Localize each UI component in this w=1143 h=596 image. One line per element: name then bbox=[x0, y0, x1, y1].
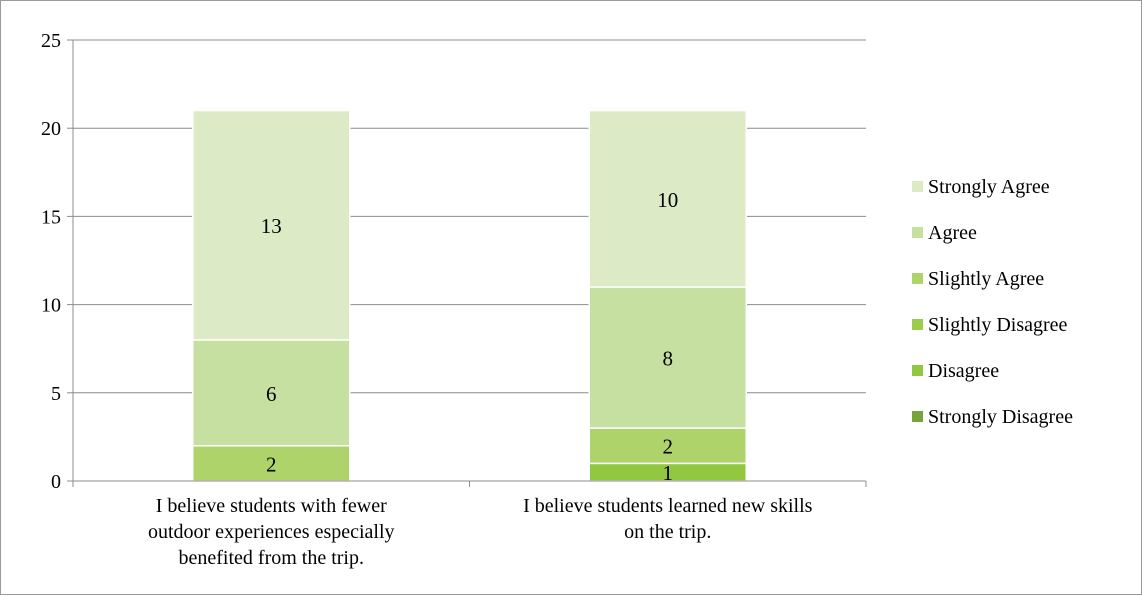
legend-swatch bbox=[912, 365, 923, 376]
legend: Strongly Agree Agree Slightly Agree Slightl… bbox=[912, 176, 1073, 428]
gridlines bbox=[73, 40, 866, 393]
data-label: 2 bbox=[663, 435, 674, 459]
x-category-label: outdoor experiences especially bbox=[148, 521, 395, 543]
data-label: 1 bbox=[663, 461, 674, 485]
y-tick-label: 5 bbox=[51, 383, 61, 405]
legend-label: Slightly Agree bbox=[928, 268, 1044, 290]
legend-swatch bbox=[912, 273, 923, 284]
y-tick-label: 10 bbox=[41, 295, 61, 317]
legend-swatch bbox=[912, 227, 923, 238]
y-axis: 0 5 10 15 20 25 bbox=[41, 30, 73, 493]
y-tick-label: 20 bbox=[41, 118, 61, 140]
data-label: 13 bbox=[261, 214, 282, 238]
data-label: 6 bbox=[266, 382, 277, 406]
legend-swatch bbox=[912, 319, 923, 330]
x-category-label: on the trip. bbox=[624, 521, 711, 543]
data-label: 10 bbox=[657, 188, 678, 212]
legend-label: Strongly Disagree bbox=[928, 406, 1073, 428]
x-category-label: I believe students learned new skills bbox=[523, 495, 813, 517]
y-tick-label: 15 bbox=[41, 206, 61, 228]
legend-swatch bbox=[912, 411, 923, 422]
x-axis: I believe students with fewer outdoor exp… bbox=[73, 481, 866, 569]
x-category-label: benefited from the trip. bbox=[179, 547, 365, 569]
legend-label: Strongly Agree bbox=[928, 176, 1050, 198]
x-category-label: I believe students with fewer bbox=[156, 495, 387, 517]
y-tick-label: 0 bbox=[51, 471, 61, 493]
legend-label: Slightly Disagree bbox=[928, 314, 1068, 336]
data-label: 2 bbox=[266, 452, 277, 476]
y-tick-label: 25 bbox=[41, 30, 61, 52]
data-label: 8 bbox=[663, 347, 674, 371]
legend-label: Disagree bbox=[928, 360, 999, 382]
legend-swatch bbox=[912, 181, 923, 192]
legend-label: Agree bbox=[928, 222, 977, 244]
